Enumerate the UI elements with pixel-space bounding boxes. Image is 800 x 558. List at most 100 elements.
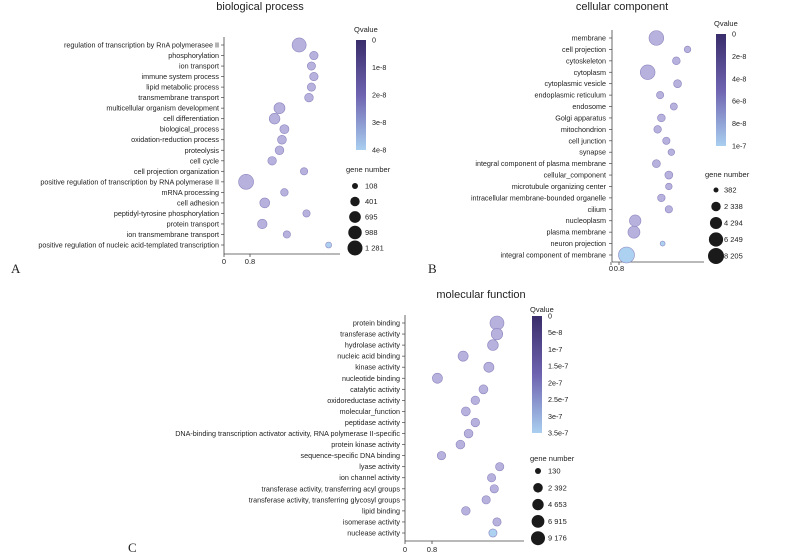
x-tick-label: 0.8 [614, 264, 624, 273]
category-label: sequence-specific DNA binding [301, 451, 400, 460]
data-point [627, 225, 641, 239]
data-point [274, 145, 285, 155]
data-point [282, 230, 291, 239]
category-label: endoplasmic reticulum [534, 91, 606, 100]
category-label: transferase activity, transferring glyco… [249, 495, 401, 504]
data-point [309, 72, 319, 82]
size-legend-label: 695 [365, 213, 378, 222]
x-tick-label: 0.8 [427, 545, 437, 554]
category-label: cytoplasmic vesicle [544, 79, 606, 88]
data-point [457, 350, 469, 362]
data-point [461, 406, 471, 417]
data-point [307, 82, 316, 92]
data-point [300, 167, 309, 176]
category-label: protein transport [167, 219, 219, 228]
category-label: Golgi apparatus [555, 113, 606, 122]
chart-title: cellular component [576, 1, 668, 13]
size-legend-label: 6 915 [548, 517, 567, 526]
colorbar-tick-label: 2.5e-7 [548, 395, 568, 404]
plot-area: 0 0.8 protein binding transferase activity h… [175, 305, 574, 554]
data-point [291, 37, 307, 53]
category-label: endosome [572, 102, 606, 111]
size-legend-label: 2 338 [724, 202, 743, 211]
colorbar-tick-label: 3e-8 [372, 118, 386, 127]
size-legend-dot [708, 248, 724, 264]
panel-label: C [128, 540, 137, 555]
category-label: transmembrane transport [138, 93, 219, 102]
size-legend-dot [348, 225, 362, 240]
data-point [648, 30, 665, 46]
size-legend-dot [532, 498, 544, 511]
data-point [481, 495, 491, 505]
data-point [653, 125, 662, 134]
colorbar-tick-label: 4e-8 [372, 146, 386, 155]
colorbar-tick-label: 2e-7 [548, 378, 562, 387]
colorbar-tick-label: 1.5e-7 [548, 362, 568, 371]
category-label: nucleotide binding [342, 374, 400, 383]
colorbar-tick-label: 3e-7 [548, 412, 562, 421]
size-legend-title: gene number [346, 165, 391, 174]
category-label: integral component of plasma membrane [475, 159, 606, 168]
data-point [664, 205, 673, 214]
data-point [279, 124, 290, 135]
data-point [304, 93, 314, 103]
chart-title: biological process [216, 1, 304, 13]
category-label: membrane [572, 34, 606, 43]
data-point [495, 462, 505, 472]
panel-molecular-function: molecular function C 0 0.8 protein binding… [128, 289, 575, 555]
size-legend-label: 401 [365, 197, 378, 206]
category-label: mitochondrion [561, 125, 606, 134]
data-point [455, 439, 466, 450]
category-label: ion transport [179, 62, 219, 71]
data-point [489, 315, 505, 331]
data-point [657, 193, 666, 202]
data-point [656, 91, 665, 100]
category-label: positive regulation of transcription by … [40, 177, 219, 186]
category-label: ion channel activity [339, 473, 400, 482]
size-legend-title: gene number [705, 170, 750, 179]
data-point [470, 417, 480, 428]
size-legend-dot [708, 232, 724, 247]
category-label: transferase activity, transferring acyl … [262, 484, 401, 493]
size-legend-dot [533, 483, 543, 493]
category-label: cellular_component [544, 171, 606, 180]
data-point [629, 214, 642, 227]
category-label: biological_process [160, 125, 220, 134]
category-label: cell projection organization [134, 167, 219, 176]
qvalue-legend-title: Qvalue [714, 19, 738, 28]
qvalue-legend-title: Qvalue [354, 25, 378, 34]
category-label: peptidyl-tyrosine phosphorylation [114, 209, 219, 218]
data-point [463, 428, 474, 439]
size-legend-label: 4 294 [724, 219, 743, 228]
size-legend-dot [535, 468, 541, 474]
category-label: ion transmembrane transport [127, 230, 219, 239]
data-point [488, 528, 498, 538]
category-label: molecular_function [340, 407, 400, 416]
size-legend-label: 108 [365, 182, 378, 191]
size-legend-label: 8 205 [724, 252, 743, 261]
category-label: plasma membrane [546, 228, 606, 237]
data-point [277, 135, 287, 145]
data-point [478, 384, 489, 395]
category-label: neuron projection [550, 239, 606, 248]
size-legend-dot [350, 196, 360, 207]
category-label: cell junction [568, 136, 606, 145]
data-point [268, 113, 281, 125]
category-label: hydrolase activity [345, 341, 401, 350]
colorbar-tick-label: 0 [732, 30, 736, 39]
data-point [325, 241, 332, 249]
data-point [302, 209, 311, 218]
category-label: lipid binding [362, 506, 400, 515]
size-legend-dot [352, 183, 358, 189]
colorbar-tick-label: 4e-8 [732, 74, 746, 83]
data-point [664, 170, 674, 180]
size-legend-title: gene number [530, 454, 575, 463]
category-label: DNA-binding transcription activator acti… [175, 429, 400, 438]
colorbar-tick-label: 2e-8 [732, 52, 746, 61]
category-label: kinase activity [355, 363, 400, 372]
data-point [667, 148, 675, 156]
category-label: mRNA processing [161, 188, 219, 197]
colorbar-tick-label: 1e-8 [372, 63, 386, 72]
